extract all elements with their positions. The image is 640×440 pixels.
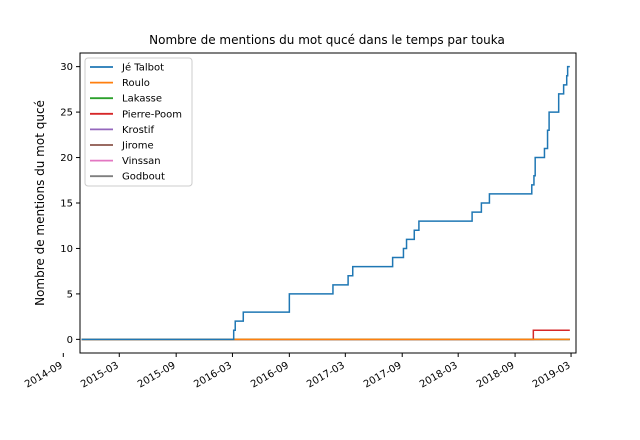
y-tick-label: 10 <box>60 244 73 255</box>
y-axis-label: Nombre de mentions du mot qucé <box>33 100 47 306</box>
y-tick-label: 25 <box>60 108 73 119</box>
x-tick-label: 2018-09 <box>475 360 517 390</box>
x-tick-label: 2015-09 <box>136 360 178 390</box>
x-tick-label: 2016-03 <box>192 360 234 390</box>
legend-label: Jirome <box>121 141 154 152</box>
y-axis: 0 5 10 15 20 25 30 <box>60 62 80 346</box>
series-line-j-talbot <box>81 65 570 341</box>
x-tick-label: 2014-09 <box>23 360 65 390</box>
x-axis: 2014-09 2015-03 2015-09 2016-03 2016-09 2017-… <box>23 353 573 390</box>
legend-label: Lakasse <box>122 94 162 105</box>
legend-label: Pierre-Poom <box>122 109 182 120</box>
x-tick-label: 2019-03 <box>531 360 573 390</box>
legend-label: Jé Talbot <box>121 62 164 74</box>
plot-series <box>81 65 570 341</box>
x-tick-label: 2016-09 <box>249 360 291 390</box>
series-line-pierre-poom <box>81 329 570 341</box>
x-tick-label: 2017-09 <box>362 360 404 390</box>
legend-label: Krostif <box>122 125 154 136</box>
legend-label: Roulo <box>122 78 150 89</box>
legend: Jé Talbot Roulo Lakasse Pierre-Poom Krostif J… <box>84 57 193 187</box>
y-tick-label: 30 <box>60 62 73 73</box>
chart-title: Nombre de mentions du mot qucé dans le t… <box>149 33 505 47</box>
y-tick-label: 20 <box>60 153 73 164</box>
legend-label: Godbout <box>122 172 165 183</box>
x-tick-label: 2017-03 <box>305 360 347 390</box>
y-tick-label: 0 <box>67 335 73 346</box>
legend-box <box>84 57 193 187</box>
x-tick-label: 2015-03 <box>79 360 121 390</box>
y-tick-label: 15 <box>60 199 73 210</box>
legend-label: Vinssan <box>122 156 161 167</box>
y-tick-label: 5 <box>67 289 73 300</box>
x-tick-label: 2018-03 <box>418 360 460 390</box>
